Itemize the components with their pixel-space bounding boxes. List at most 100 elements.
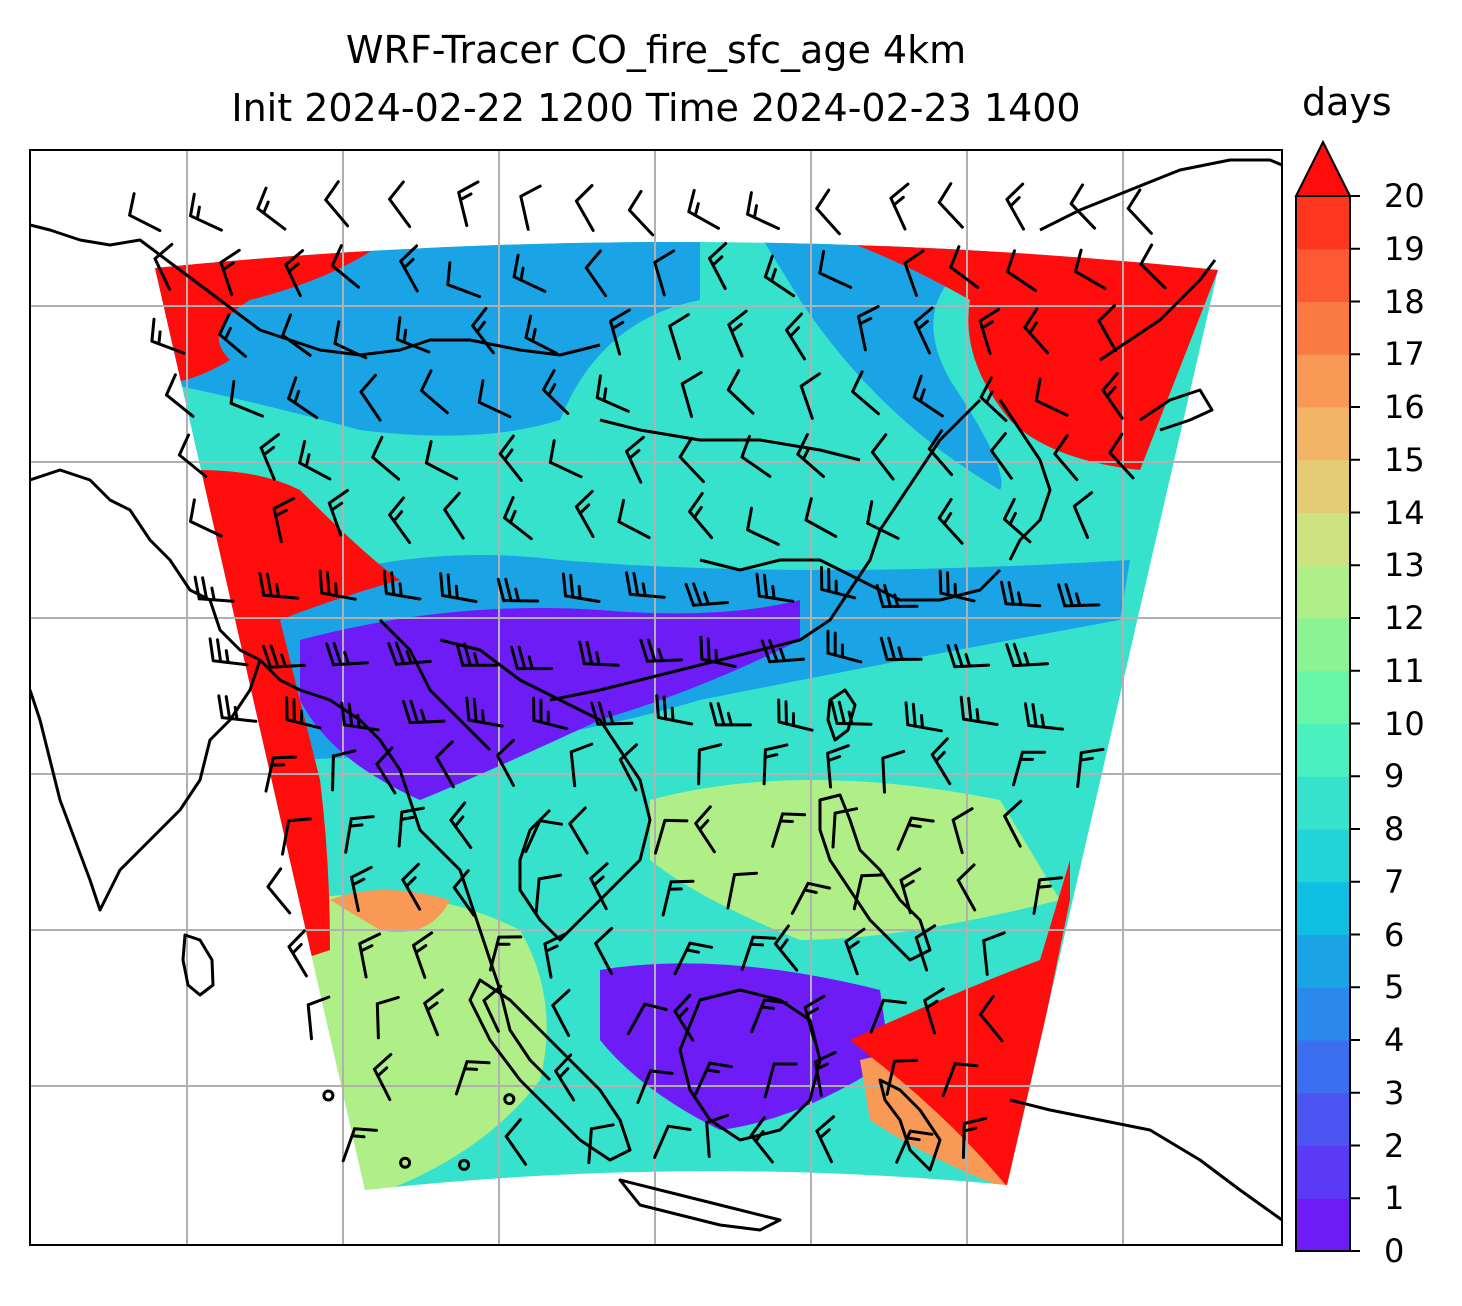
coastline-borneo [678,988,822,1142]
wind-barb [1053,434,1079,482]
calm-circle [503,1093,516,1106]
wind-barb [771,812,807,848]
wind-barb [956,863,977,912]
colorbar-tick-label: 8 [1384,810,1405,848]
wind-barb [625,571,666,599]
wind-barb [375,995,400,1040]
wind-barb [455,642,499,667]
wind-barb [875,583,919,609]
map-gridlines [30,150,1282,1245]
coastlines [30,158,1282,1232]
zone-fire-red-southeast [850,860,1070,1190]
colorbar-segment [1296,196,1350,250]
wind-barb [740,935,777,971]
colorbar-segment [1296,723,1350,777]
colorbar-segment [1296,1145,1350,1199]
wind-barb [395,316,431,354]
wind-barb [609,308,631,356]
wind-barb [979,376,1008,422]
wind-barb [375,746,397,795]
colorbar-segment [1296,1092,1350,1146]
wind-barb [569,742,594,788]
wind-barb [341,1127,378,1163]
coastline-taiwan [826,688,857,742]
wind-barb [1101,372,1124,420]
wind-barb [589,862,609,911]
wind-barb [574,184,595,232]
wind-barb [709,702,752,727]
wind-barb [358,932,382,979]
wind-barb [504,1118,528,1166]
wind-barb [961,1116,988,1159]
colorbar-tick-label: 17 [1384,335,1425,374]
wind-barb [668,313,690,361]
wind-barb [217,694,258,723]
wind-barb [532,696,569,731]
calm-circles [322,1089,516,1171]
wind-barb [760,639,805,664]
wind-barb [281,817,313,856]
wind-barb [1139,243,1167,290]
wind-barbs [128,180,1167,1166]
wind-barb [439,572,478,603]
wind-barb [218,313,247,358]
wind-barb [331,749,357,792]
wind-barb [639,638,683,663]
wind-barb [750,998,788,1034]
wind-barb [503,496,533,541]
map-title-line2: Init 2024-02-22 1200 Time 2024-02-23 140… [231,86,1081,130]
wind-barb [881,749,906,794]
wind-barb [554,1053,576,1102]
wind-barb [510,645,553,671]
wind-barb [694,805,716,854]
wind-barb [896,816,935,851]
colorbar-segment [1296,776,1350,830]
wind-barb [1002,498,1032,544]
wind-barb [763,1062,798,1099]
wind-barb [777,698,814,732]
colorbar-segment [1296,301,1350,355]
wind-barb [653,1124,692,1159]
wind-barb [457,180,480,227]
wind-barb [412,931,434,979]
wind-barb [694,1061,733,1096]
colorbar-tick-label: 18 [1384,282,1425,321]
wind-barb [177,433,208,478]
wind-barb [229,380,265,418]
colorbar-segment [1296,670,1350,724]
wind-barb [680,371,703,418]
zone-fire-red-northwest [155,245,380,383]
wind-barb [371,435,401,481]
colorbar-segment [1296,881,1350,935]
wind-barb [1108,432,1135,480]
coastline-sri-lanka [181,933,215,997]
wind-barb [399,244,419,293]
wind-barb [708,242,728,290]
wind-barb [424,440,459,481]
wind-barb [755,572,795,603]
colorbar-tick-label: 19 [1384,229,1425,268]
colorbar-segment [1296,1198,1350,1252]
colorbar-tick-label: 16 [1384,388,1425,426]
calm-circle [458,1158,471,1171]
wind-barb [804,497,838,538]
wind-barb [402,699,446,725]
wind-barb [889,182,910,231]
wind-barb [541,369,570,415]
wind-barb [749,1116,774,1164]
wind-barb [946,643,991,669]
wind-barb [831,807,859,849]
colorbar-segment [1296,934,1350,988]
wind-barb [578,640,620,667]
wind-barb [388,496,411,544]
colorbar-segment [1296,459,1350,513]
wind-barb [401,862,422,911]
colorbar-segment [1296,618,1350,672]
wind-barb [923,987,945,1035]
wind-barb [285,696,322,730]
wind-barb [990,432,1013,480]
coastline-bay-of-bengal [258,658,552,1082]
wind-barb [318,569,357,601]
wind-barb [1097,304,1118,352]
